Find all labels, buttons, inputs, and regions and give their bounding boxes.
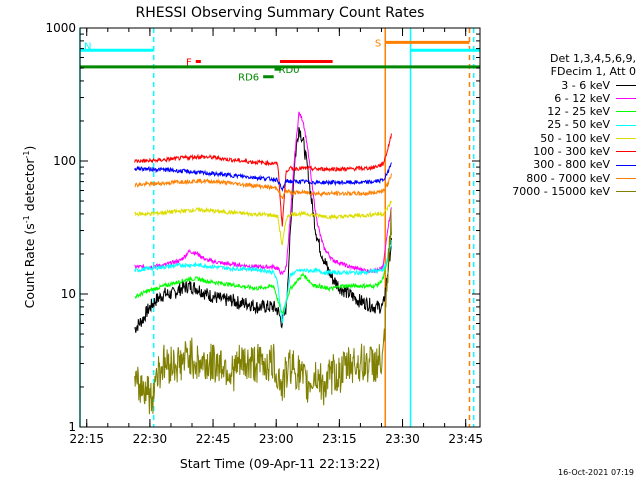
y-axis-label-sup2: -1 [22, 151, 31, 159]
x-tick-label-2: 22:45 [196, 432, 231, 446]
legend-label: 6 - 12 keV [554, 91, 610, 105]
series-line-4 [134, 199, 392, 246]
legend-label: 100 - 300 keV [533, 145, 610, 159]
series-line-5 [134, 133, 392, 227]
legend-entry: 12 - 25 keV [488, 105, 636, 118]
legend-swatch [616, 124, 636, 126]
state-bars: N S F RD0 RD6 [80, 38, 480, 84]
legend-swatch [616, 151, 636, 153]
series-line-2 [134, 231, 392, 315]
legend-entry: 7000 - 15000 keV [488, 185, 636, 198]
y-axis-label-main: Count Rate (s [22, 223, 37, 308]
legend-header-line-1: Det 1,3,4,5,6,9, [549, 52, 636, 65]
x-tick-label-3: 23:00 [259, 432, 294, 446]
legend-label: 300 - 800 keV [533, 158, 610, 172]
y-axis-label-end: ) [22, 146, 37, 151]
x-tick-label-4: 23:15 [322, 432, 357, 446]
legend-swatch [616, 191, 636, 193]
series-line-3 [134, 240, 392, 324]
y-tick-label-3: 1000 [45, 21, 76, 35]
series-line-8 [134, 209, 392, 415]
legend-entry: 800 - 7000 keV [488, 172, 636, 185]
time-markers [79, 28, 475, 427]
state-label-N: N [84, 41, 91, 52]
legend-header-line-2: FDecim 1, Att 0 [550, 65, 636, 79]
chart-title: RHESSI Observing Summary Count Rates [136, 5, 425, 21]
legend-swatch [616, 137, 636, 139]
legend-swatch [616, 111, 636, 113]
legend: Det 1,3,4,5,6,9, FDecim 1, Att 0 3 - 6 k… [488, 52, 636, 198]
series-line-6 [134, 162, 392, 192]
x-tick-label-5: 23:30 [385, 432, 420, 446]
legend-entry: 100 - 300 keV [488, 145, 636, 158]
y-tick-label-1: 10 [61, 287, 76, 301]
legend-entry: 50 - 100 keV [488, 132, 636, 145]
legend-label: 7000 - 15000 keV [512, 184, 610, 198]
series-line-7 [134, 173, 392, 200]
legend-label: 12 - 25 keV [547, 105, 610, 119]
x-tick-label-0: 22:15 [69, 432, 104, 446]
y-axis-label-sup1: -1 [22, 215, 31, 223]
legend-entry: 25 - 50 keV [488, 118, 636, 131]
y-axis-label: Count Rate (s-1 detector-1) [22, 146, 37, 309]
x-axis-label: Start Time (09-Apr-11 22:13:22) [180, 456, 380, 471]
plot-frame [79, 27, 481, 428]
legend-swatch [616, 84, 636, 86]
y-tick-label-0: 1 [68, 420, 76, 434]
legend-label: 3 - 6 keV [561, 78, 610, 92]
legend-entry: 3 - 6 keV [488, 79, 636, 92]
series-lines [134, 111, 392, 415]
legend-label: 25 - 50 keV [547, 118, 610, 132]
state-label-S: S [375, 38, 381, 49]
legend-swatch [616, 164, 636, 166]
legend-label: 800 - 7000 keV [526, 171, 610, 185]
state-label-RD6: RD6 [238, 73, 259, 84]
axes: 22:15 22:30 22:45 23:00 23:15 23:30 23:45 1 10 10… [45, 21, 483, 446]
state-label-F: F [186, 57, 192, 68]
y-tick-label-2: 100 [53, 154, 76, 168]
x-tick-label-1: 22:30 [133, 432, 168, 446]
x-tick-label-6: 23:45 [448, 432, 483, 446]
legend-swatch [616, 177, 636, 179]
series-line-0 [134, 127, 392, 333]
state-label-RD0: RD0 [279, 65, 300, 76]
series-line-1 [134, 111, 392, 276]
legend-entry: 300 - 800 keV [488, 158, 636, 171]
generated-timestamp: 16-Oct-2021 07:19 [558, 468, 634, 477]
y-axis-label-mid: detector [22, 158, 37, 216]
legend-swatch [616, 98, 636, 100]
legend-entry: 6 - 12 keV [488, 92, 636, 105]
legend-entries: 3 - 6 keV 6 - 12 keV 12 - 25 keV 25 - 50 ke… [488, 79, 636, 199]
legend-label: 50 - 100 keV [540, 131, 610, 145]
